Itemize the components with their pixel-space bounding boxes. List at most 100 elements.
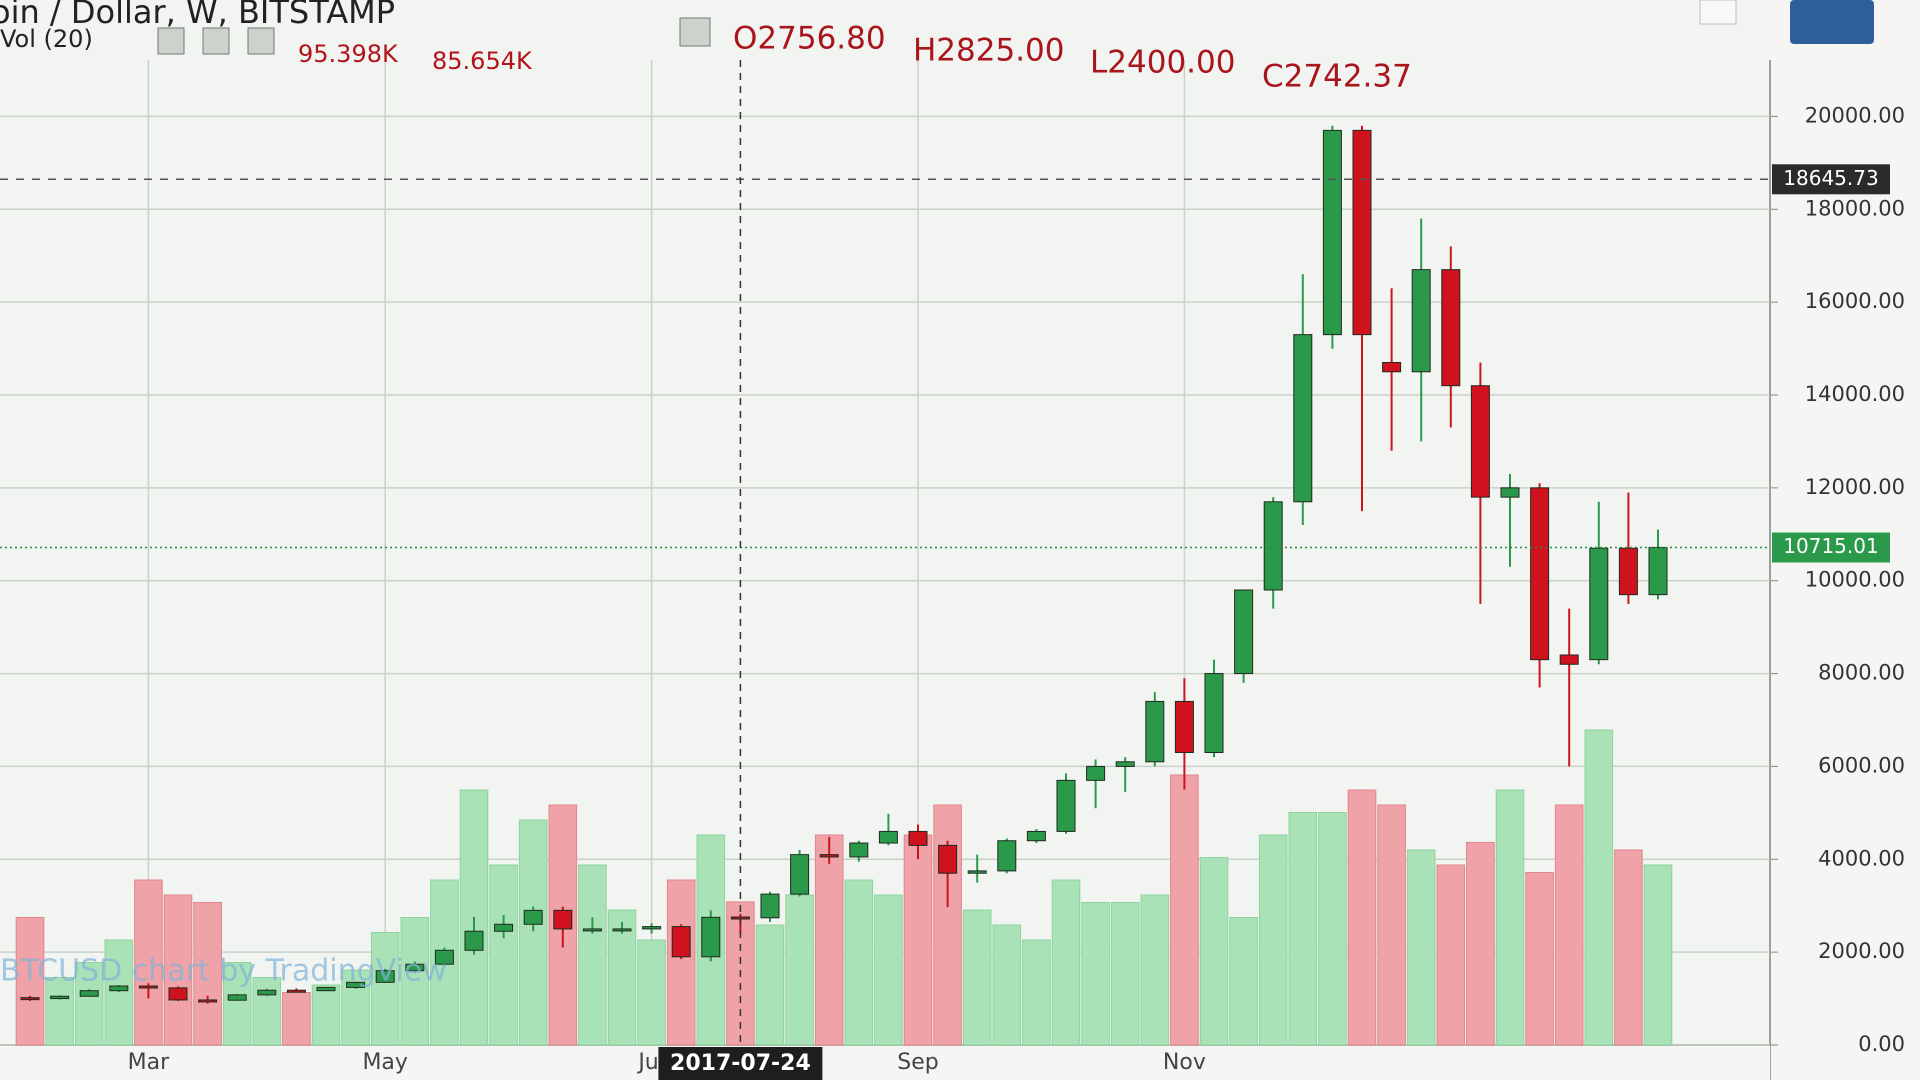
volume-bar — [1288, 812, 1318, 1046]
volume-bar — [814, 834, 844, 1046]
volume-bar — [370, 932, 400, 1046]
candle-body — [612, 928, 632, 932]
candle-body — [1086, 765, 1106, 781]
candle-body — [1470, 385, 1490, 498]
volume-bar — [1466, 842, 1495, 1046]
y-tick-label: 10000.00 — [1805, 568, 1905, 592]
volume-bar — [874, 894, 903, 1046]
volume-bar — [1554, 804, 1584, 1046]
y-tick-label: 16000.00 — [1805, 289, 1905, 313]
candle-body — [464, 930, 484, 951]
price-label-box — [1772, 164, 1890, 195]
x-tick-label: Mar — [128, 1050, 170, 1075]
icon-visibility[interactable] — [679, 17, 711, 47]
volume-bar — [104, 939, 134, 1046]
ohlc-high: H2825.00 — [913, 33, 1065, 69]
candle-body — [671, 926, 691, 958]
volume-bar — [666, 879, 696, 1046]
volume-bar — [578, 864, 607, 1046]
candle-body — [1115, 761, 1135, 767]
candle-body — [1174, 700, 1194, 754]
candle-body — [849, 842, 869, 858]
candle-body — [1648, 547, 1668, 596]
volume-bar — [755, 924, 785, 1046]
candle-body — [1589, 547, 1609, 661]
candle-body — [1382, 362, 1402, 373]
candle-body — [257, 989, 277, 996]
icon-close[interactable] — [247, 27, 275, 55]
volume-bar — [1406, 849, 1436, 1046]
y-tick-label: 12000.00 — [1805, 475, 1905, 499]
y-tick-label: 18000.00 — [1805, 196, 1905, 220]
volume-bar — [637, 939, 666, 1046]
volume-bar — [962, 909, 992, 1046]
volume-indicator-label: Vol (20) — [0, 25, 93, 53]
candle-body — [138, 985, 158, 989]
candle-body — [790, 854, 810, 895]
volume-bar — [1614, 849, 1643, 1046]
volume-bar — [844, 879, 874, 1046]
volume-bar — [903, 834, 933, 1046]
price-label: 10715.01 — [1783, 534, 1878, 558]
volume-bar — [252, 977, 282, 1046]
volume-ma-value: 85.654K — [432, 47, 533, 75]
candle-body — [1618, 547, 1638, 596]
volume-bar — [1258, 834, 1288, 1046]
candle-body — [375, 970, 395, 983]
candle-body — [1204, 673, 1224, 753]
crosshair-date: 2017-07-24 — [670, 1051, 811, 1076]
candle-body — [227, 994, 247, 1001]
x-tick-label: Nov — [1163, 1050, 1206, 1075]
volume-bar — [282, 992, 311, 1046]
candle-body — [1145, 700, 1165, 763]
candle-body — [523, 909, 543, 925]
icon-eye[interactable] — [157, 27, 185, 55]
volume-bar — [311, 984, 341, 1046]
ohlc-close: C2742.37 — [1262, 59, 1412, 95]
candle-body — [1441, 269, 1461, 387]
volume-bar — [74, 962, 104, 1046]
volume-bar — [1140, 894, 1170, 1046]
volume-bar — [1081, 902, 1110, 1046]
y-tick-label: 8000.00 — [1818, 661, 1905, 685]
snapshot-button[interactable] — [1790, 0, 1874, 44]
icon-settings[interactable] — [202, 27, 230, 55]
volume-bar — [400, 917, 430, 1046]
y-tick-label: 14000.00 — [1805, 382, 1905, 406]
volume-bar — [1643, 864, 1673, 1046]
volume-bar — [518, 819, 548, 1046]
candle-body — [1411, 269, 1431, 373]
volume-bar — [1051, 879, 1081, 1046]
candle-body — [967, 870, 987, 874]
candle-body — [1293, 334, 1313, 503]
volume-bar — [785, 894, 814, 1046]
price-label-box — [1772, 532, 1890, 563]
toolbar-button[interactable] — [1699, 0, 1737, 25]
volume-bar — [222, 962, 252, 1046]
candle-body — [50, 995, 70, 1000]
volume-bar — [489, 864, 518, 1046]
candle-layer — [20, 125, 1668, 1004]
volume-bar — [1318, 812, 1347, 1046]
volume-bar — [1170, 774, 1199, 1046]
volume-bar — [1377, 804, 1406, 1046]
volume-bar — [1110, 902, 1140, 1046]
candle-body — [938, 844, 958, 874]
candle-body — [553, 909, 573, 930]
volume-bar — [1525, 872, 1554, 1046]
ohlc-low: L2400.00 — [1090, 45, 1235, 81]
candle-body — [316, 986, 336, 992]
volume-bar — [992, 924, 1022, 1046]
candle-body — [405, 963, 425, 972]
candle-body — [997, 840, 1017, 872]
volume-bar — [15, 917, 45, 1046]
time-axis-panel — [0, 1045, 1770, 1080]
candle-body — [1352, 129, 1372, 336]
candle-body — [434, 949, 454, 965]
candle-body — [819, 854, 839, 858]
volume-bar — [45, 977, 74, 1046]
crosshair-date-box — [658, 1047, 823, 1080]
y-tick-label: 6000.00 — [1818, 753, 1905, 777]
price-label: 18645.73 — [1783, 166, 1878, 190]
